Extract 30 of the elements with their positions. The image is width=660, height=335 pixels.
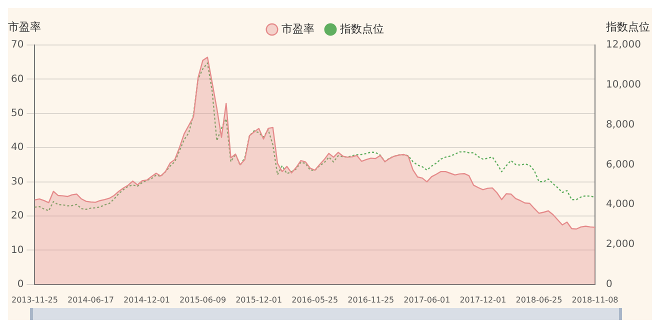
y-tick-label: 0 <box>17 278 24 290</box>
y2-tick-label: 10,000 <box>606 79 642 90</box>
x-tick-label: 2016-11-25 <box>348 295 394 304</box>
legend-label: 指数点位 <box>339 22 384 36</box>
y2-tick-label: 8,000 <box>606 119 635 130</box>
y2-tick-label: 4,000 <box>606 199 635 210</box>
y2-tick-label: 6,000 <box>606 159 635 170</box>
x-tick-label: 2015-06-09 <box>180 295 226 304</box>
x-tick-label: 2017-12-01 <box>460 295 506 304</box>
x-tick-label: 2018-06-25 <box>516 295 562 304</box>
x-tick-label: 2013-11-25 <box>11 295 58 304</box>
y-tick-label: 20 <box>10 210 24 222</box>
x-tick-label: 2016-05-25 <box>292 295 338 304</box>
y2-axis-title: 指数点位 <box>605 20 650 34</box>
y2-tick-label: 12,000 <box>606 40 642 51</box>
x-tick-label: 2017-06-01 <box>404 295 450 304</box>
x-tick-label: 2014-12-01 <box>124 295 170 304</box>
x-tick-label: 2014-06-17 <box>68 295 114 304</box>
x-tick-label: 2018-11-08 <box>572 295 618 304</box>
x-tick-label: 2015-12-01 <box>236 295 282 304</box>
y-tick-label: 60 <box>10 74 24 85</box>
legend-label: 市盈率 <box>282 22 314 36</box>
y-tick-label: 30 <box>10 176 24 188</box>
y-tick-label: 50 <box>10 108 24 119</box>
y2-tick-label: 2,000 <box>606 239 635 250</box>
y-tick-label: 40 <box>10 142 24 154</box>
y-axis-title: 市盈率 <box>8 20 41 34</box>
y2-tick-label: 0 <box>606 278 612 290</box>
y-tick-label: 10 <box>10 244 24 256</box>
y-tick-label: 70 <box>10 40 24 51</box>
